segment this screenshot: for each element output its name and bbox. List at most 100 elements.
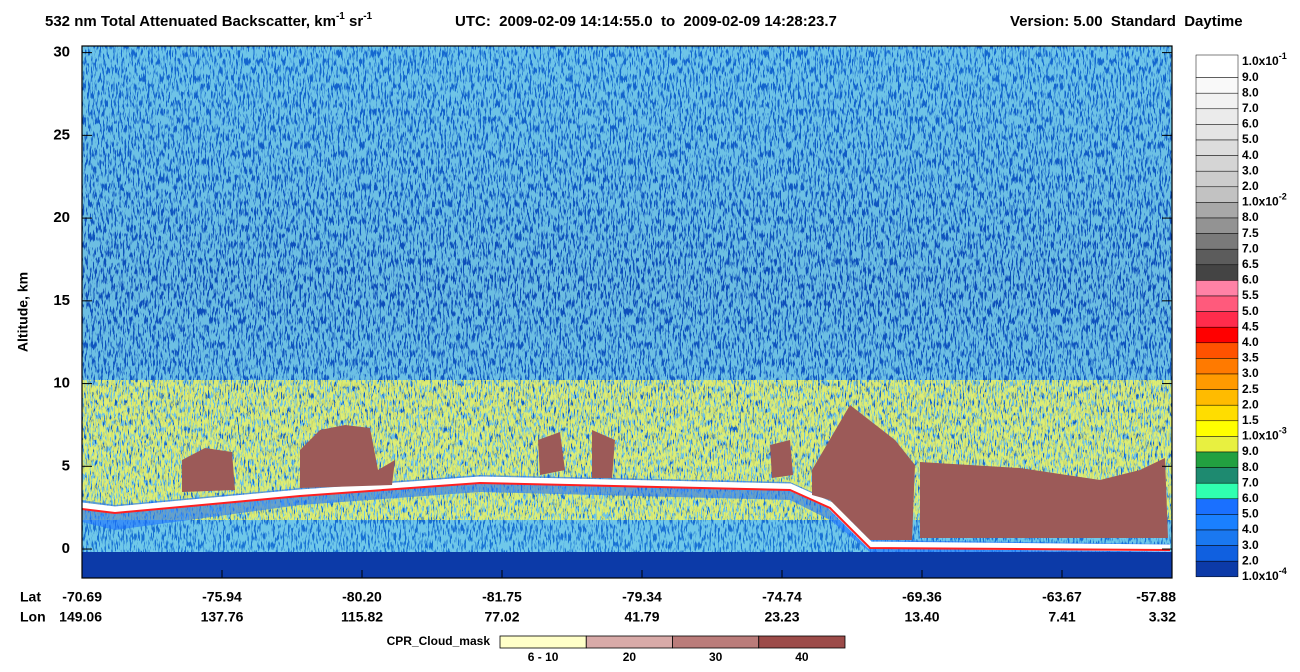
colorbar-box <box>1195 482 1239 500</box>
colorbar-box <box>1195 436 1239 453</box>
lon-label: 77.02 <box>484 609 519 625</box>
colorbar-box <box>1195 404 1239 422</box>
surface-line <box>81 481 1171 551</box>
lon-label: 7.41 <box>1048 609 1075 625</box>
y-tick-label: 15 <box>53 292 70 309</box>
colorbar-box <box>1195 202 1239 219</box>
colorbar-box <box>1195 358 1239 375</box>
colorbar-box <box>1195 545 1239 562</box>
colorbar-label: 1.0x10-4 <box>1242 566 1287 583</box>
colorbar-label: 7.0 <box>1242 241 1259 255</box>
colorbar-label: 6.0 <box>1242 117 1259 131</box>
colorbar-label: 6.5 <box>1242 257 1259 271</box>
colorbar-label: 3.0 <box>1242 366 1259 380</box>
colorbar-box <box>1195 451 1239 468</box>
colorbar-label: 8.0 <box>1242 85 1259 99</box>
colorbar-box <box>1195 326 1239 344</box>
colorbar-box <box>1195 248 1239 266</box>
cpr-clouds <box>182 405 1168 540</box>
colorbar-label: 1.0x10-2 <box>1242 192 1287 209</box>
colorbar-label: 5.0 <box>1242 132 1259 146</box>
lon-label: Lon <box>20 609 46 625</box>
below-surface <box>82 552 1172 578</box>
version: Version: 5.00 Standard Daytime <box>1010 13 1243 30</box>
plot-frame <box>81 45 1173 579</box>
colorbar-label-exp: -4 <box>1279 566 1287 576</box>
cpr-item-label: 30 <box>709 650 723 664</box>
colorbar-label: 4.0 <box>1242 148 1259 162</box>
colorbar-label: 4.5 <box>1242 319 1259 333</box>
y-axis-label: Altitude, km <box>15 272 31 352</box>
cpr-item-label: 20 <box>623 650 637 664</box>
colorbar-label: 6.0 <box>1242 273 1259 287</box>
colorbar-box <box>1195 124 1239 141</box>
colorbar-label: 6.0 <box>1242 491 1259 505</box>
colorbar-box <box>1195 311 1239 328</box>
plot-area <box>81 46 1172 578</box>
colorbar-label: 3.0 <box>1242 163 1259 177</box>
cpr-box <box>672 635 760 649</box>
colorbar-box <box>1195 529 1239 546</box>
colorbar-label: 9.0 <box>1242 70 1259 84</box>
colorbar-label: 8.0 <box>1242 460 1259 474</box>
colorbar-box <box>1195 170 1239 188</box>
colorbar-label: 7.5 <box>1242 226 1259 240</box>
colorbar-label: 3.5 <box>1242 351 1259 365</box>
colorbar-label-base: 1.0x10 <box>1242 429 1279 443</box>
title-text: 532 nm Total Attenuated Backscatter, km <box>45 13 336 30</box>
colorbar-box <box>1195 233 1239 250</box>
colorbar-label: 3.0 <box>1242 538 1259 552</box>
y-tick-label: 5 <box>62 457 70 474</box>
cpr-item-label: 6 - 10 <box>528 650 559 664</box>
colorbar-label-exp: -3 <box>1279 426 1287 436</box>
colorbar-label: 8.0 <box>1242 210 1259 224</box>
colorbar-box <box>1195 186 1239 203</box>
colorbar-box <box>1195 139 1239 156</box>
lat-label: Lat <box>20 589 41 605</box>
surface-band <box>82 475 1170 552</box>
lat-label: -57.88 <box>1136 589 1176 605</box>
colorbar-label-base: 1.0x10 <box>1242 569 1279 583</box>
colorbar-box <box>1195 373 1239 390</box>
colorbar-box <box>1195 342 1239 359</box>
colorbar-box <box>1195 420 1239 437</box>
y-tick-label: 10 <box>53 375 70 392</box>
colorbar-label: 4.0 <box>1242 335 1259 349</box>
lon-label: 13.40 <box>904 609 939 625</box>
lon-label: 115.82 <box>341 609 383 625</box>
colorbar-label-exp: -2 <box>1279 192 1287 202</box>
lat-label: -63.67 <box>1042 589 1082 605</box>
colorbar-label: 7.0 <box>1242 101 1259 115</box>
y-tick-label: 0 <box>62 540 70 557</box>
colorbar-label: 1.0x10-3 <box>1242 426 1287 443</box>
lat-label: -79.34 <box>622 589 662 605</box>
lon-label: 137.76 <box>201 609 244 625</box>
colorbar-box <box>1195 280 1239 297</box>
cpr-box <box>758 635 846 649</box>
lat-label: -69.36 <box>902 589 942 605</box>
lon-label: 3.32 <box>1149 609 1176 625</box>
title-sup: -1 <box>363 11 372 22</box>
lat-label: -70.69 <box>62 589 102 605</box>
time-range: UTC: 2009-02-09 14:14:55.0 to 2009-02-09… <box>455 13 837 30</box>
cpr-label: CPR_Cloud_mask <box>387 634 491 648</box>
lon-label: 23.23 <box>764 609 799 625</box>
colorbar-label: 2.0 <box>1242 179 1259 193</box>
colorbar-box <box>1195 560 1239 578</box>
title-sup: -1 <box>336 11 345 22</box>
cpr-box <box>499 635 587 649</box>
y-tick-label: 30 <box>53 44 70 61</box>
surface-bright <box>81 476 1171 552</box>
colorbar-label: 2.0 <box>1242 397 1259 411</box>
colorbar-box <box>1195 514 1239 531</box>
lat-label: -80.20 <box>342 589 382 605</box>
colorbar-label: 1.5 <box>1242 413 1259 427</box>
lat-label: -74.74 <box>762 589 802 605</box>
colorbar-label: 7.0 <box>1242 475 1259 489</box>
colorbar-label: 2.5 <box>1242 382 1259 396</box>
colorbar-label: 2.0 <box>1242 553 1259 567</box>
lat-label: -75.94 <box>202 589 242 605</box>
colorbar-label-base: 1.0x10 <box>1242 195 1279 209</box>
lon-label: 149.06 <box>59 609 102 625</box>
